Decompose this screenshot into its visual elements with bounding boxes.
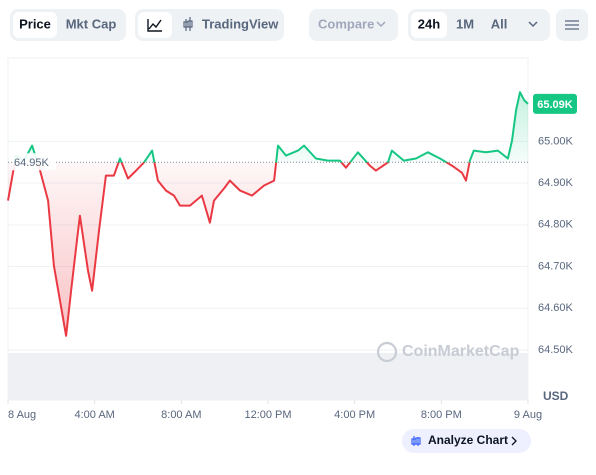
tradingview-label[interactable]: TradingView — [202, 16, 279, 31]
compare-button[interactable] — [309, 9, 398, 41]
analyze-icon — [411, 436, 421, 446]
chevron — [376, 21, 386, 28]
chart-type-toggle — [135, 9, 284, 41]
baseline-label-bg — [12, 153, 56, 171]
area — [8, 92, 528, 336]
y-unit: USD — [543, 389, 569, 403]
settings-icon — [565, 20, 579, 30]
last-price-label: 65.09K — [537, 99, 573, 111]
range-1m-label[interactable]: 1M — [456, 16, 474, 31]
line-icon — [147, 19, 162, 32]
analyze-button[interactable] — [402, 429, 531, 453]
candle-icon — [183, 17, 193, 31]
y-tick-label: 64.90K — [538, 177, 574, 189]
x-tick-label: 8:00 PM — [421, 409, 462, 421]
volume-strip — [8, 353, 528, 400]
x-tick-label: 8:00 AM — [161, 409, 201, 421]
x-tick-label: 9 Aug — [514, 409, 542, 421]
x-tick-label: 4:00 PM — [334, 409, 375, 421]
y-tick-label: 64.60K — [538, 302, 574, 314]
compare-label[interactable]: Compare — [318, 16, 374, 31]
last-price-marker — [533, 93, 577, 114]
range-24h-label[interactable]: 24h — [418, 16, 440, 31]
line-button[interactable] — [138, 12, 172, 38]
price-label[interactable]: Price — [19, 16, 51, 31]
price-line — [7, 91, 529, 337]
x-tick-label: 8 Aug — [8, 409, 36, 421]
analyze-label[interactable]: Analyze Chart — [428, 433, 508, 447]
x-tick-label: 12:00 PM — [244, 409, 291, 421]
mkt-cap-label[interactable]: Mkt Cap — [66, 16, 117, 31]
baseline-label: 64.95K — [14, 157, 50, 169]
range-24h-button[interactable] — [411, 12, 447, 38]
watermark: CoinMarketCap — [402, 343, 520, 360]
x-tick-label: 4:00 AM — [74, 409, 114, 421]
analyze-chevron — [511, 436, 517, 446]
y-tick-label: 64.50K — [538, 344, 574, 356]
watermark-logo — [376, 341, 398, 363]
y-tick-label: 64.70K — [538, 260, 574, 272]
range-all-label[interactable]: All — [491, 16, 508, 31]
y-tick-label: 64.80K — [538, 219, 574, 231]
y-tick-label: 65.00K — [538, 135, 574, 147]
price-button[interactable] — [13, 12, 57, 38]
marks: 64.95K 65.09K — [7, 91, 577, 337]
range-chevron[interactable] — [528, 21, 538, 28]
